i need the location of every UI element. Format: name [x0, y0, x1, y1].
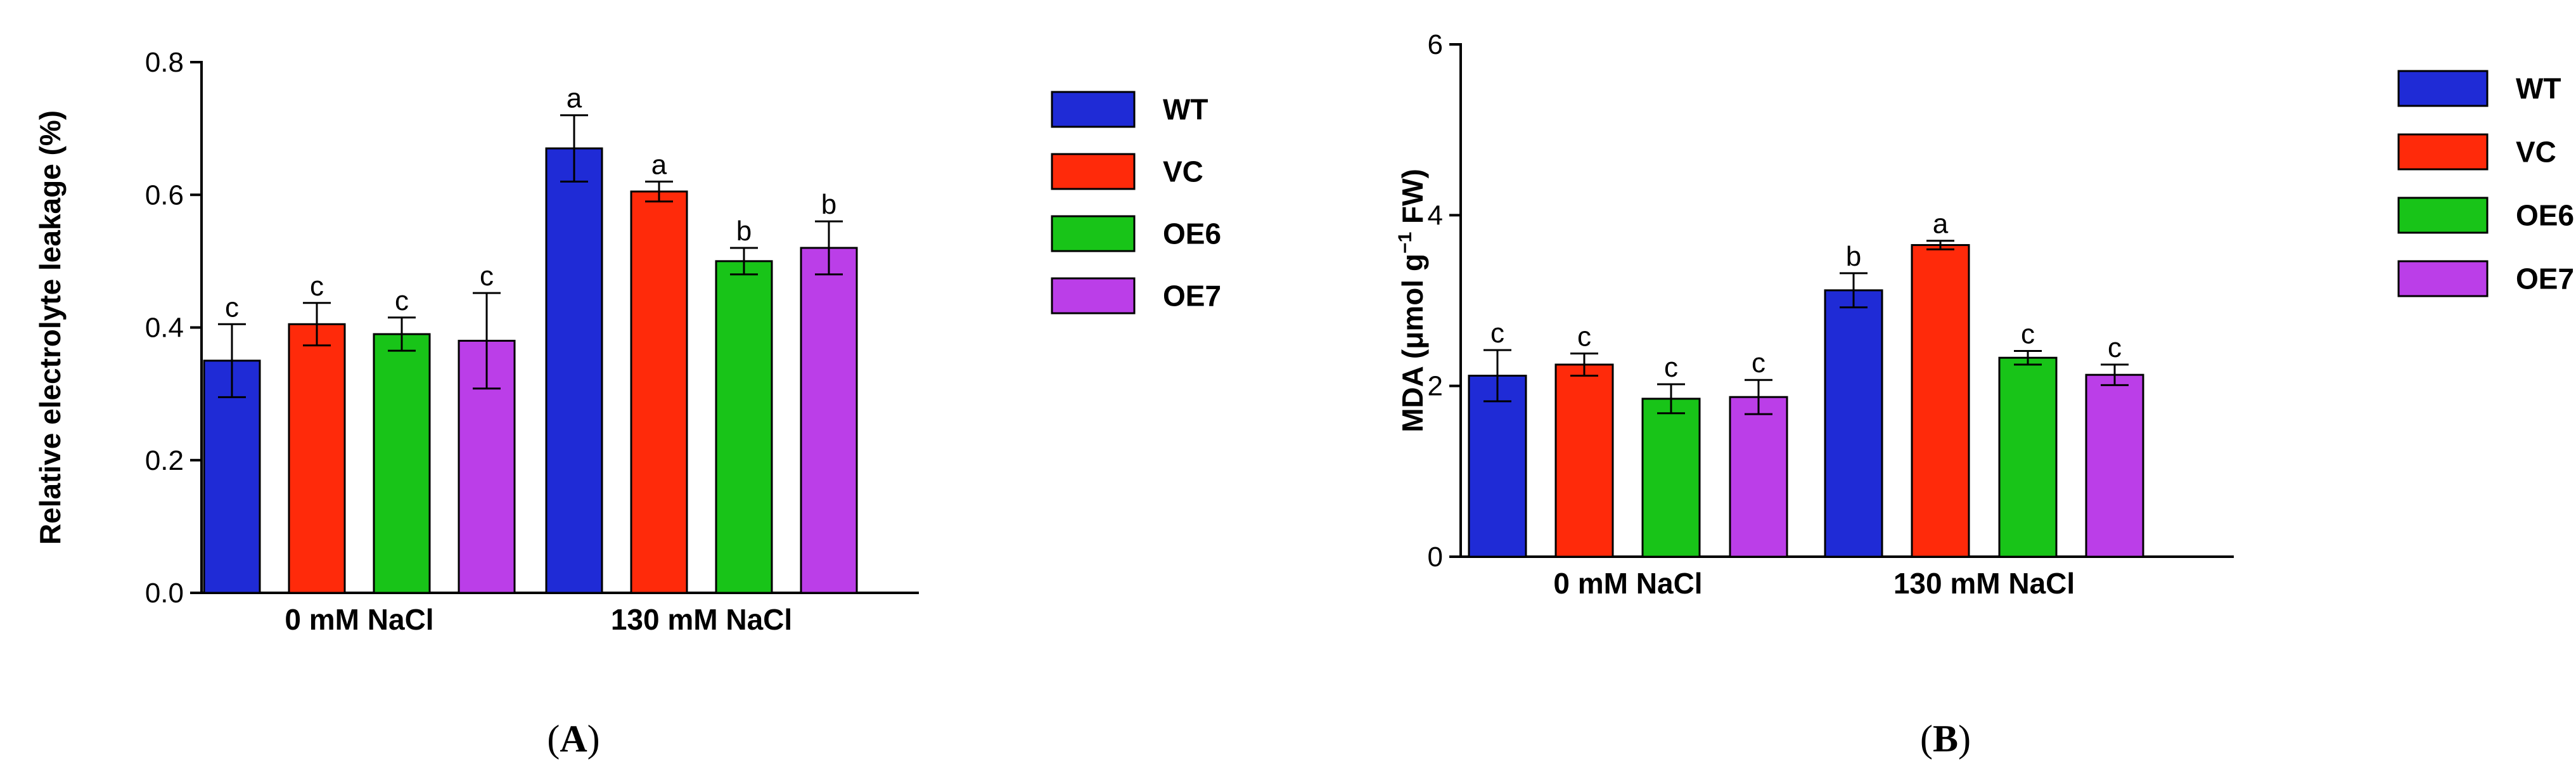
significance-letter: c [2108, 332, 2122, 363]
category-label: 0 mM NaCl [285, 603, 433, 636]
significance-letter: a [1933, 209, 1949, 240]
panel-label-close: ) [1958, 718, 1971, 760]
bar-oe6-group-1 [1641, 398, 1701, 558]
category-label: 0 mM NaCl [1553, 567, 1702, 600]
panel-label: (B) [1920, 718, 1971, 760]
y-axis-label: Relative electrolyte leakage (%) [34, 110, 67, 545]
significance-letter: c [310, 271, 324, 302]
legend-label-wt: WT [2516, 72, 2561, 105]
legend-label-oe6: OE6 [1163, 217, 1221, 250]
legend: WT VC OE6 OE7 [1051, 91, 1221, 314]
bar-vc-group-1 [1554, 363, 1614, 558]
panel-label-letter: B [1933, 718, 1958, 760]
y-tick-label: 4 [1428, 200, 1443, 231]
legend: WT VC OE6 OE7 [2397, 70, 2574, 297]
legend-label-vc: VC [2516, 136, 2556, 169]
bar-vc-group-2 [630, 190, 688, 594]
significance-letter: c [2021, 318, 2035, 349]
significance-letter: a [651, 149, 667, 180]
significance-letter: b [736, 216, 752, 247]
panel-label-open: ( [1920, 718, 1933, 760]
significance-letter: a [567, 83, 582, 114]
y-tick-label: 0 [1428, 541, 1443, 573]
legend-label-vc: VC [1163, 155, 1203, 188]
bar-oe6-group-2 [1998, 356, 2058, 558]
bar-oe6-group-1 [373, 333, 431, 594]
y-tick-label: 6 [1428, 29, 1443, 60]
bar-oe7-group-2 [2085, 373, 2144, 558]
bar-vc-group-2 [1911, 243, 1970, 558]
y-tick-label: 0.8 [145, 47, 184, 78]
panel-label-letter: A [560, 718, 587, 760]
significance-letter: c [480, 261, 494, 292]
y-axis-label-tail: FW) [1396, 169, 1429, 232]
significance-letter: c [1664, 352, 1678, 383]
y-tick-label: 2 [1428, 371, 1443, 402]
legend-swatch-oe6 [2397, 197, 2489, 234]
y-tick-label: 0.6 [145, 179, 184, 211]
legend-label-oe7: OE7 [1163, 280, 1221, 313]
legend-swatch-oe7 [1051, 277, 1136, 314]
significance-letter: b [1846, 241, 1861, 272]
bar-vc-group-1 [288, 323, 346, 594]
legend-swatch-wt [2397, 70, 2489, 107]
bar-wt-group-2 [545, 147, 603, 594]
chart-panel-a: 0.0 0.2 0.4 0.6 0.8 Relative electrolyte leak… [34, 47, 1221, 760]
y-tick-label: 0.4 [145, 313, 184, 344]
chart-panel-b: 0 2 4 6 MDA (μmol g−1 FW) c c c c 0 mM NaCl b a c c 13… [1395, 29, 2574, 760]
category-label: 130 mM NaCl [611, 603, 792, 636]
y-axis-label-main: MDA (μmol g [1396, 254, 1429, 432]
significance-letter: c [225, 292, 239, 323]
y-tick-label: 0.2 [145, 445, 184, 476]
legend-swatch-wt [1051, 91, 1136, 128]
bar-oe7-group-1 [1729, 396, 1788, 558]
legend-swatch-oe7 [2397, 260, 2489, 297]
legend-label-wt: WT [1163, 93, 1208, 126]
legend-label-oe6: OE6 [2516, 199, 2574, 232]
significance-letter: c [395, 285, 409, 316]
bar-wt-group-2 [1824, 289, 1883, 558]
bar-oe7-group-2 [800, 247, 858, 594]
bar-wt-group-1 [1468, 375, 1527, 558]
legend-swatch-oe6 [1051, 215, 1136, 252]
y-axis-label-sup: −1 [1395, 232, 1416, 254]
y-tick-label: 0.0 [145, 578, 184, 609]
significance-letter: c [1490, 318, 1504, 349]
y-axis-label: MDA (μmol g−1 FW) [1395, 169, 1429, 432]
significance-letter: b [821, 189, 836, 220]
legend-swatch-vc [2397, 133, 2489, 171]
legend-swatch-vc [1051, 153, 1136, 190]
panel-label-open: ( [547, 718, 560, 760]
panel-label: (A) [547, 718, 599, 760]
bar-wt-group-1 [203, 360, 261, 594]
bar-oe6-group-2 [715, 260, 773, 594]
significance-letter: c [1577, 321, 1591, 352]
significance-letter: c [1752, 347, 1765, 379]
legend-label-oe7: OE7 [2516, 263, 2574, 295]
category-label: 130 mM NaCl [1894, 567, 2075, 600]
panel-label-close: ) [587, 718, 600, 760]
